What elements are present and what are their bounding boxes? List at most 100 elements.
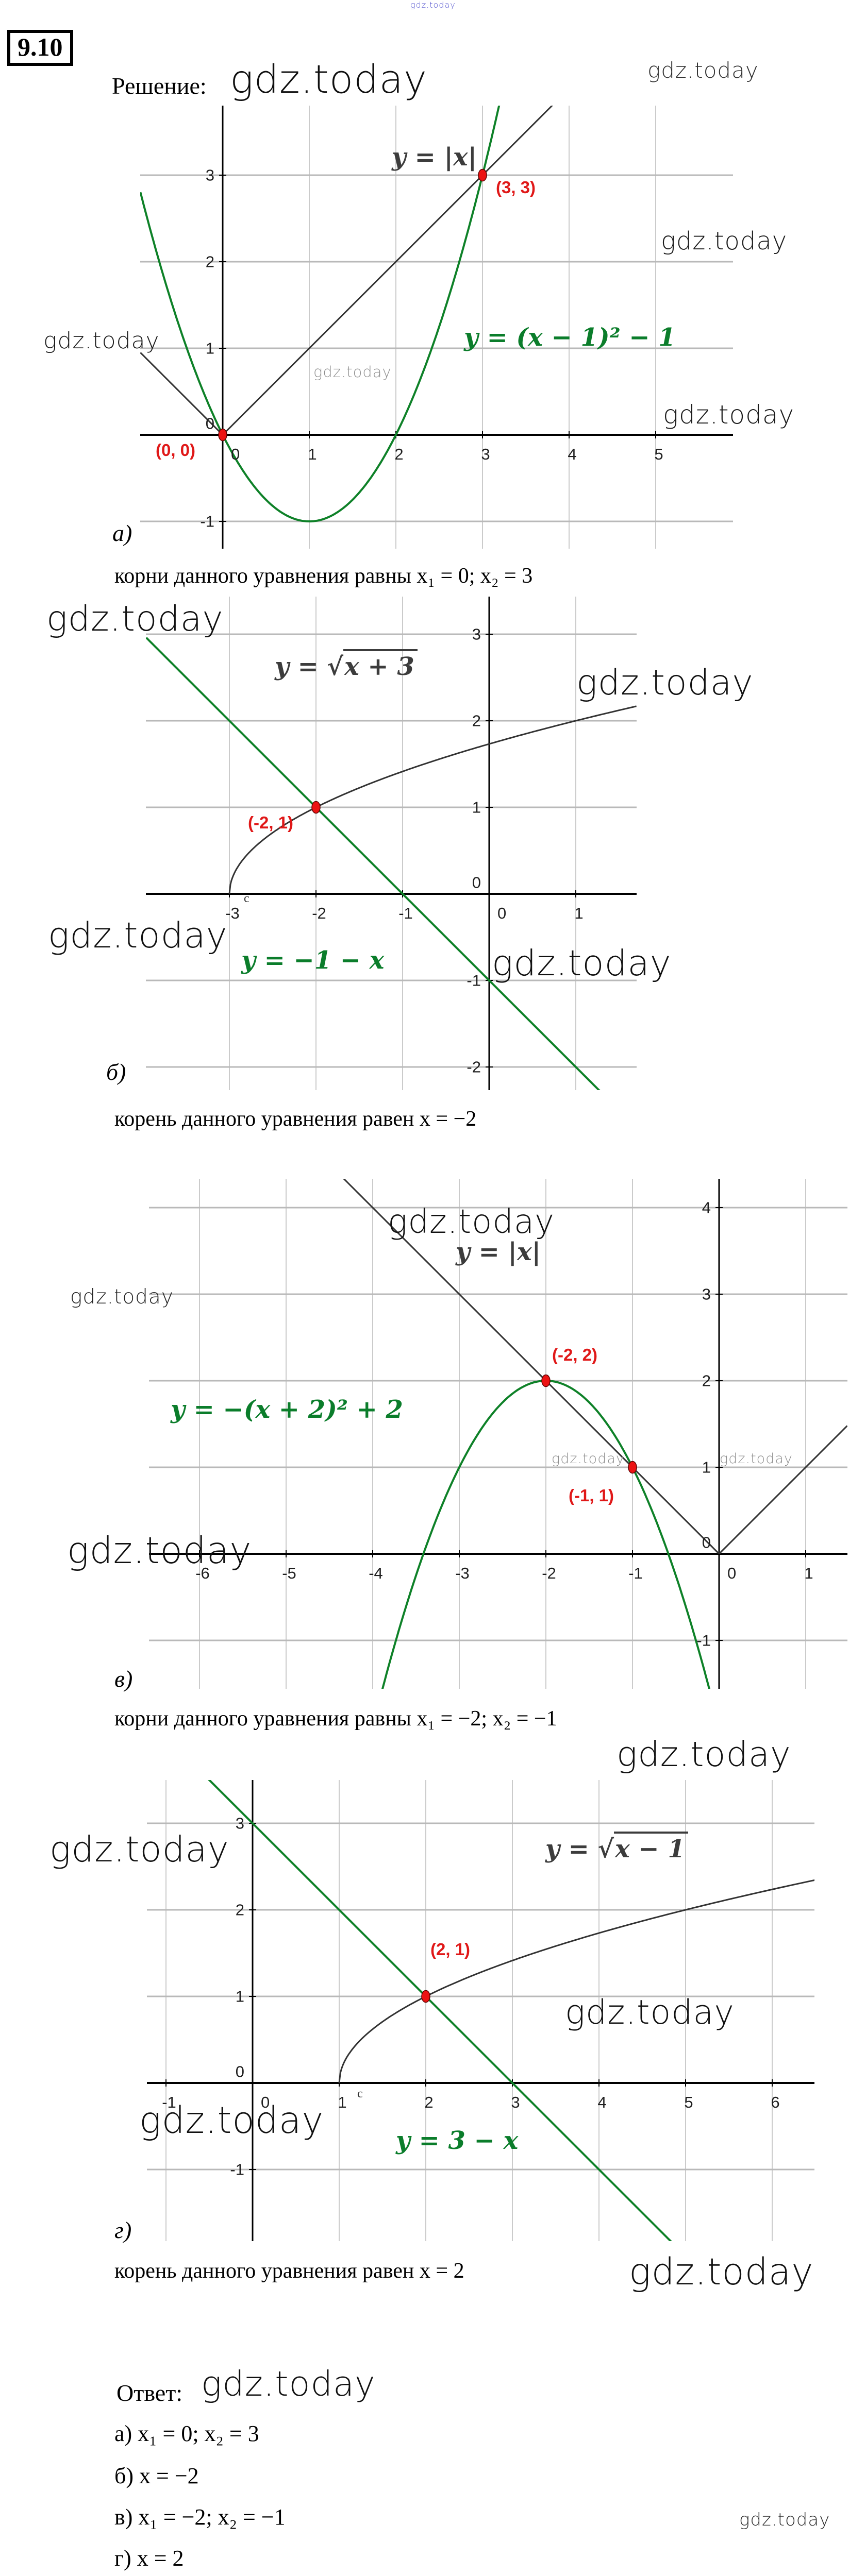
part-label-v: в) [114,1666,133,1692]
x-tick-label: -3 [455,1564,470,1582]
part-label-b: б) [106,1059,126,1085]
x-tick-label: -3 [225,904,240,922]
x-tick-label: -1 [162,2093,176,2111]
x-tick-label: -4 [369,1564,383,1582]
part-label-a: а) [112,520,132,546]
y-tick-label: 2 [472,711,481,730]
x-tick-label: 5 [654,445,663,463]
figure-g-plot [147,1780,814,2241]
point-label: (0, 0) [156,440,196,460]
x-tick-label: -1 [398,904,413,922]
y-tick-label: 0 [205,414,214,433]
figure-b: -3 -2 -1 0 1 -2 -1 0 1 2 3 y = √x + 3 y = −1 − x (-2,… [146,597,637,1090]
point-label: (3, 3) [496,178,536,197]
x-tick-label: 0 [727,1564,737,1582]
x-tick-label: 3 [511,2093,520,2111]
x-tick-label: -1 [628,1564,643,1582]
function-label: y = |x| [392,143,477,172]
figure-caption-v: корни данного уравнения равны x₁ = −2; x… [114,1707,557,1731]
figure-v-plot [149,1179,847,1689]
watermark: gdz.today [139,2099,324,2142]
watermark: gdz.today [629,2250,814,2293]
y-tick-label: -1 [467,971,481,990]
watermark: gdz.today [43,328,160,354]
watermark: gdz.today [70,1285,174,1309]
x-tick-label: 5 [684,2093,693,2111]
stray-mark: c [244,892,249,905]
x-tick-label: -2 [542,1564,556,1582]
y-tick-label: -1 [200,512,214,531]
answer-line: в) x₁ = −2; x₂ = −1 [114,2504,286,2530]
part-label-g: г) [114,2217,132,2243]
y-tick-label: 3 [205,166,214,184]
x-tick-label: 3 [481,445,490,463]
answer-line: а) x₁ = 0; x₂ = 3 [114,2421,259,2446]
stray-mark: c [357,2087,363,2100]
curve-b [228,705,637,894]
watermark: gdz.today [647,58,759,83]
function-label: y = (x − 1)² − 1 [464,323,676,352]
solution-label: Решение: [112,73,207,99]
x-tick-label: 2 [424,2093,434,2111]
x-tick-label: -6 [195,1564,210,1582]
function-label: y = −(x + 2)² + 2 [171,1395,403,1424]
y-tick-label: 2 [702,1371,711,1390]
watermark: gdz.today [552,1451,625,1467]
function-label: y = √x − 1 [545,1832,688,1863]
y-tick-label: -1 [230,2160,244,2179]
y-tick-label: 0 [702,1533,711,1552]
answer-label: Ответ: [116,2380,183,2406]
x-tick-label: 1 [308,445,317,463]
curve-g [208,1780,672,2241]
problem-number-badge: 9.10 [7,30,73,66]
watermark: gdz.today [565,1993,735,2032]
y-tick-label: 1 [205,339,214,358]
problem-number: 9.10 [18,32,63,61]
watermark: gdz.today [67,1529,252,1572]
watermark: gdz.today [576,663,754,703]
y-tick-label: 1 [702,1458,711,1477]
watermark: gdz.today [739,2510,830,2530]
watermark: gdz.today [230,56,427,102]
watermark: gdz.today [201,2364,376,2404]
watermark: gdz.today [661,227,788,256]
y-tick-label: 1 [472,798,481,817]
curve-a [140,106,501,522]
x-tick-label: 6 [771,2093,780,2111]
curve-b [146,637,601,1090]
figure-a-plot [140,106,733,549]
y-tick-label: -2 [467,1058,481,1076]
x-tick-label: 4 [568,445,577,463]
x-tick-label: 1 [804,1564,813,1582]
y-tick-label: 3 [472,625,481,643]
watermark: gdz.today [492,943,672,984]
x-tick-label: 0 [497,904,507,922]
curve-g [338,1879,814,2083]
x-tick-label: 0 [231,445,240,463]
x-tick-label: -5 [282,1564,296,1582]
x-tick-label: 2 [394,445,404,463]
figure-v: -6 -5 -4 -3 -2 -1 0 1 -1 0 1 2 3 4 y = |x| y = −(x + 2)… [149,1179,847,1689]
function-label: y = −1 − x [241,946,385,975]
figure-g: -1 0 1 2 3 4 5 6 -1 0 1 2 3 y = √x − 1 y = 3 − x (2, 1)… [147,1780,814,2241]
answer-line: б) x = −2 [114,2463,199,2488]
x-tick-label: -2 [312,904,326,922]
watermark: gdz.today [49,1829,229,1870]
y-tick-label: 0 [235,2062,244,2081]
y-tick-label: 2 [205,252,214,271]
y-tick-label: 4 [702,1198,711,1217]
y-tick-label: 3 [702,1285,711,1303]
point-label: (2, 1) [430,1940,471,1959]
function-label: y = √x + 3 [275,649,418,681]
figure-a: 0 1 2 3 4 5 -1 0 1 2 3 y = |x| y = (x − 1)² − 1 (0, 0… [140,106,733,549]
watermark: gdz.today [663,400,795,430]
function-label: y = 3 − x [396,2126,519,2155]
function-label: y = |x| [456,1238,541,1266]
figure-b-plot [146,597,637,1090]
x-tick-label: 4 [597,2093,607,2111]
x-tick-label: 0 [261,2093,270,2111]
watermark: gdz.today [46,599,224,639]
x-tick-label: 1 [574,904,584,922]
figure-caption-a: корни данного уравнения равны x₁ = 0; x₂… [114,564,533,588]
